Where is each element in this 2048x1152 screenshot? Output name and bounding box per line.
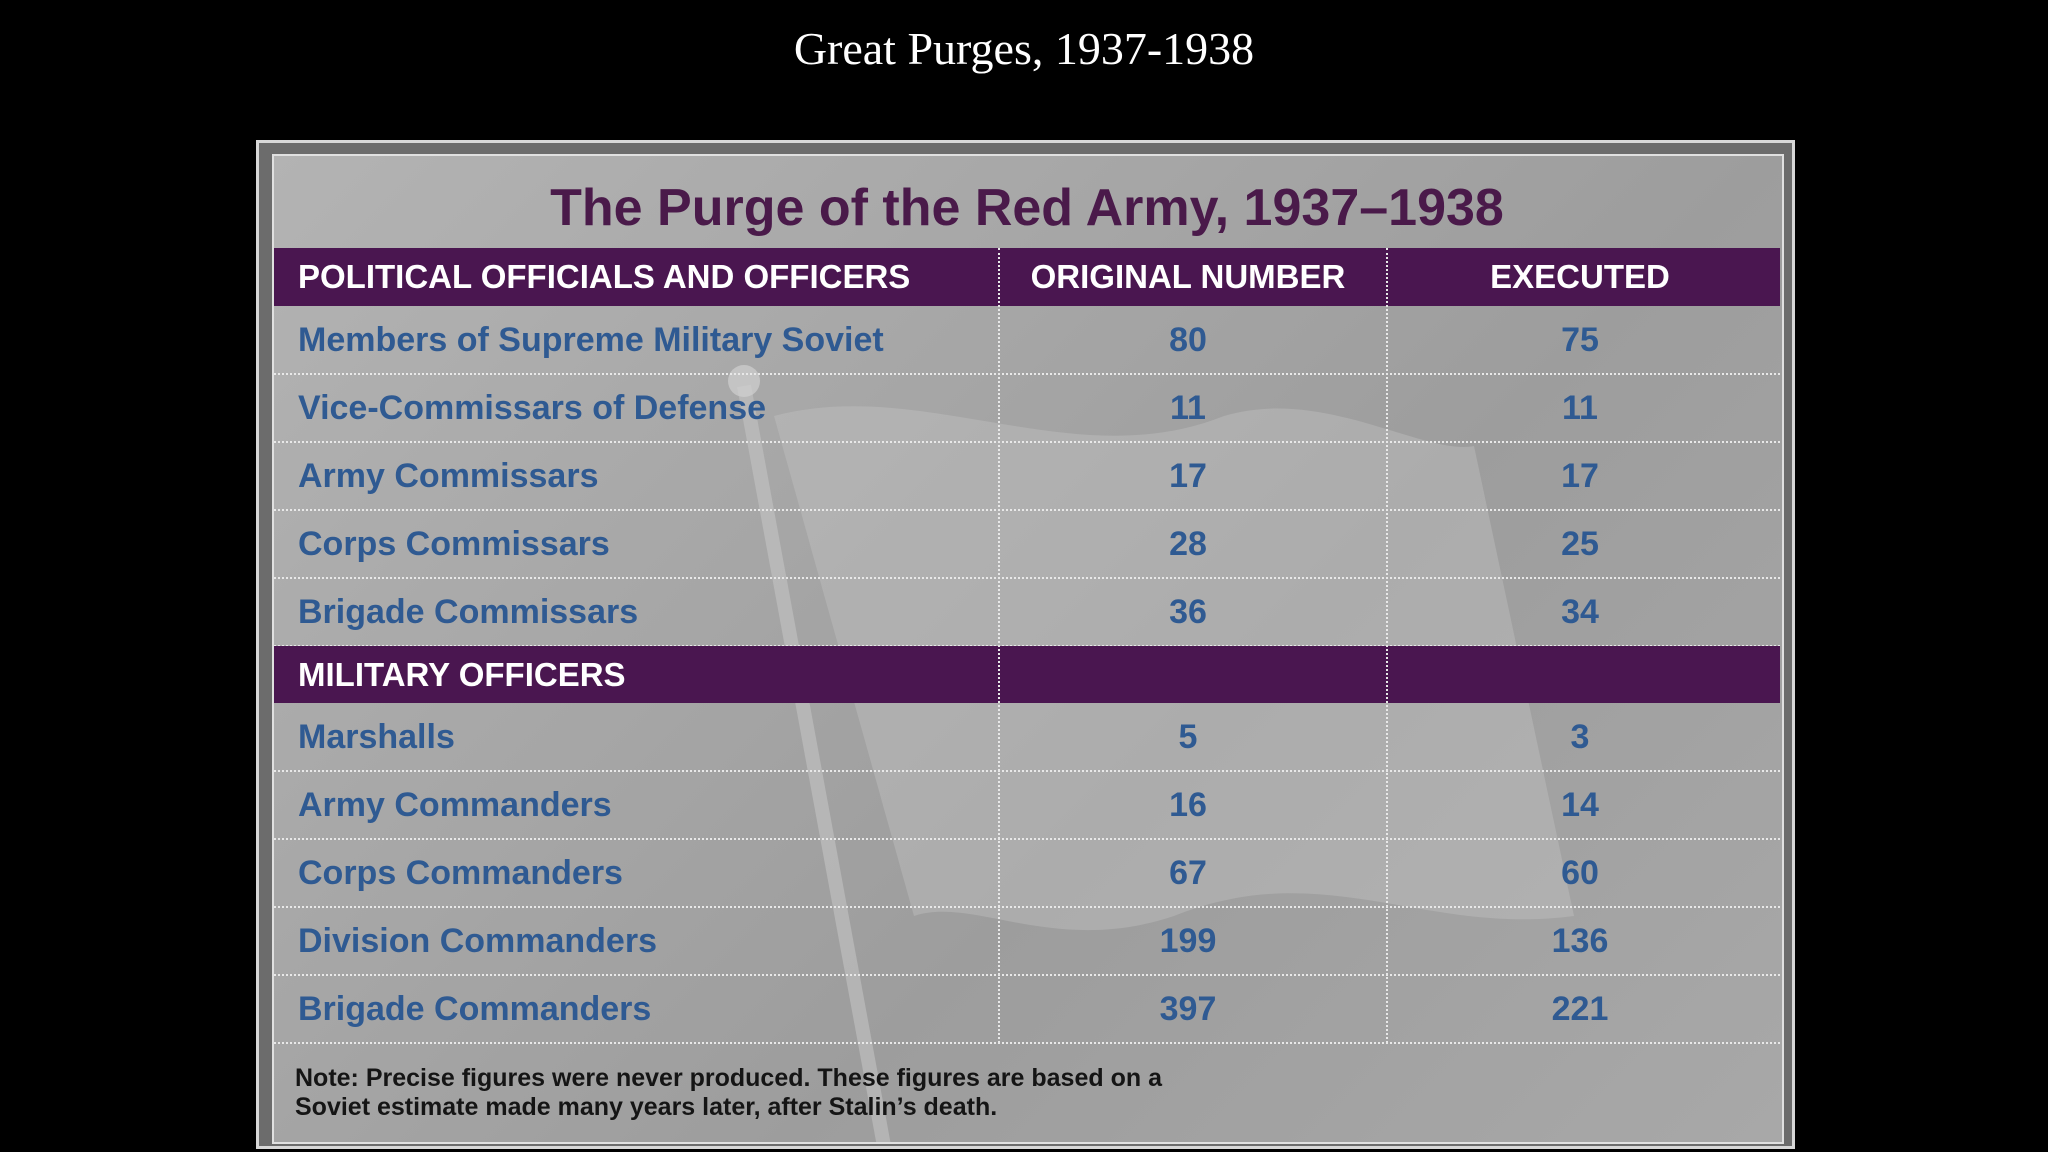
executed-number: 17 <box>1561 457 1599 495</box>
row-label: Members of Supreme Military Soviet <box>298 321 884 359</box>
original-number: 397 <box>1159 990 1217 1028</box>
row-separator <box>274 577 1780 579</box>
row-label: Division Commanders <box>298 922 657 960</box>
row-separator <box>274 441 1780 443</box>
original-number: 17 <box>1169 457 1207 495</box>
original-number: 11 <box>1170 389 1206 427</box>
row-separator <box>274 770 1780 772</box>
executed-number: 75 <box>1561 321 1599 359</box>
row-label: Vice-Commissars of Defense <box>298 389 767 427</box>
table-title: The Purge of the Red Army, 1937–1938 <box>550 179 1504 237</box>
original-number: 36 <box>1169 593 1207 631</box>
column-separator <box>998 248 1000 1043</box>
original-number: 199 <box>1159 922 1217 960</box>
executed-number: 221 <box>1551 990 1609 1028</box>
row-separator <box>274 974 1780 976</box>
executed-number: 34 <box>1561 593 1599 631</box>
executed-number: 3 <box>1570 718 1590 756</box>
column-header: EXECUTED <box>1490 258 1670 295</box>
row-label: Corps Commanders <box>298 854 623 892</box>
original-number: 5 <box>1178 718 1198 756</box>
row-separator <box>274 373 1780 375</box>
note-line: Note: Precise figures were never produce… <box>295 1064 1162 1092</box>
row-separator <box>274 1042 1780 1044</box>
row-separator <box>274 906 1780 908</box>
row-separator <box>274 509 1780 511</box>
slide-title: Great Purges, 1937-1938 <box>793 23 1255 74</box>
original-number: 28 <box>1169 525 1207 563</box>
row-label: Army Commissars <box>298 457 599 495</box>
executed-number: 60 <box>1561 854 1599 892</box>
row-label: Brigade Commissars <box>298 593 639 631</box>
note-line: Soviet estimate made many years later, a… <box>295 1093 998 1121</box>
row-label: Army Commanders <box>298 786 612 824</box>
section-band <box>274 646 1780 703</box>
column-separator <box>1386 248 1388 1043</box>
executed-number: 25 <box>1561 525 1599 563</box>
row-label: Corps Commissars <box>298 525 610 563</box>
executed-number: 11 <box>1562 389 1598 427</box>
column-header: ORIGINAL NUMBER <box>1030 258 1346 295</box>
original-number: 80 <box>1169 321 1207 359</box>
row-label: Brigade Commanders <box>298 990 652 1028</box>
section-heading: MILITARY OFFICERS <box>298 656 626 693</box>
executed-number: 14 <box>1561 786 1599 824</box>
row-separator <box>274 838 1780 840</box>
executed-number: 136 <box>1551 922 1609 960</box>
header-band <box>274 248 1780 306</box>
original-number: 16 <box>1169 786 1207 824</box>
column-header: POLITICAL OFFICIALS AND OFFICERS <box>298 258 911 295</box>
row-label: Marshalls <box>298 718 455 756</box>
original-number: 67 <box>1169 854 1207 892</box>
